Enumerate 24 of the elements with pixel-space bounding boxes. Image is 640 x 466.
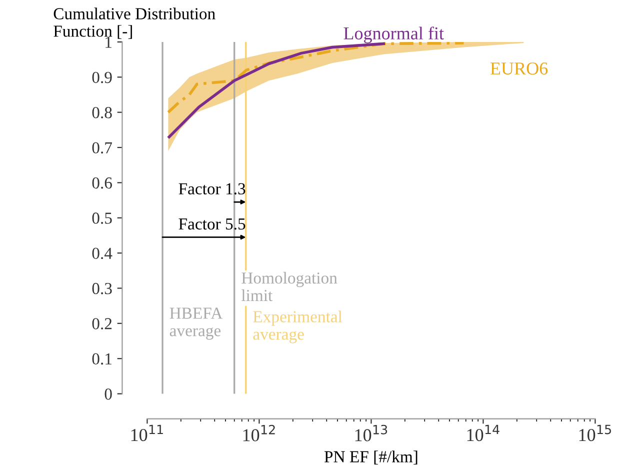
annotation: Factor 5.5 — [178, 218, 246, 230]
ref-line-label: Homologation limit — [241, 272, 338, 302]
ref-line-label: Experimental average — [253, 310, 342, 344]
x-tick-label: 10$^{11}$ — [131, 424, 163, 442]
y-tick-label: 0.5 — [92, 212, 112, 224]
y-tick-label: 0.3 — [92, 282, 112, 294]
y-tick-label: 0.4 — [92, 248, 112, 260]
y-tick-label: 0 — [104, 388, 112, 400]
annotation: Factor 1.3 — [178, 183, 246, 194]
y-tick-label: 0.7 — [92, 142, 112, 154]
y-tick-label: 0.6 — [92, 177, 112, 189]
y-tick-label: 0.1 — [92, 353, 112, 365]
x-axis-title: PN EF [#/km] — [324, 450, 418, 464]
ref-line-label: HBEFA average — [170, 308, 223, 340]
series-label: Lognormal fit — [344, 26, 444, 44]
y-tick-label: 0.2 — [92, 318, 112, 330]
x-tick-label: 10$^{15}$ — [579, 424, 611, 442]
series-label: EURO6 — [490, 62, 548, 75]
y-tick-label: 0.8 — [92, 107, 112, 118]
x-tick-label: 10$^{14}$ — [467, 424, 500, 442]
x-tick-label: 10$^{12}$ — [243, 424, 275, 442]
y-tick-label: 0.9 — [92, 72, 112, 84]
y-tick-label: 1 — [106, 36, 112, 48]
x-tick-label: 10$^{13}$ — [355, 424, 388, 442]
